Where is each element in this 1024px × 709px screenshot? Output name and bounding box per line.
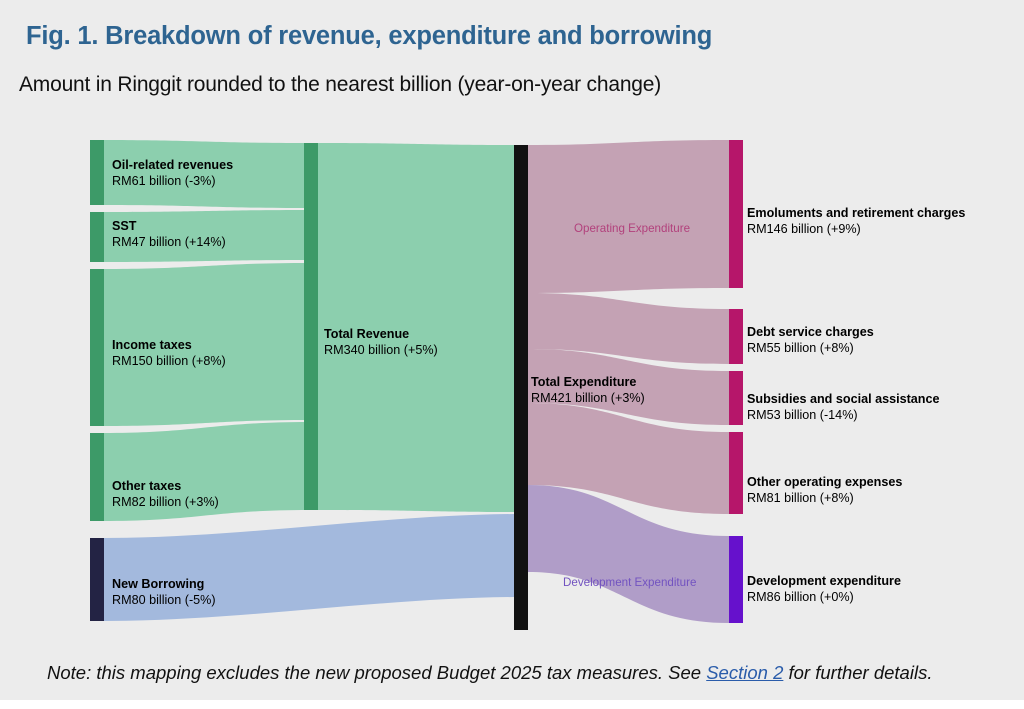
node-sst[interactable] (90, 212, 104, 262)
link-total-expenditure-to-other-operating (528, 403, 729, 514)
node-subsidies[interactable] (729, 371, 743, 425)
sankey-svg (90, 140, 743, 630)
link-income-taxes-to-total-revenue (104, 263, 310, 426)
link-oil-to-total-revenue (104, 140, 310, 208)
section-2-link[interactable]: Section 2 (706, 662, 784, 683)
node-debt-service-charges[interactable] (729, 309, 743, 364)
node-other-operating[interactable] (729, 432, 743, 514)
node-development[interactable] (729, 536, 743, 623)
sankey-links (104, 140, 729, 623)
link-total-expenditure-to-development (528, 485, 729, 623)
node-oil-related-revenues[interactable] (90, 140, 104, 205)
link-total-expenditure-to-debt-service (528, 293, 729, 364)
note-text-after: for further details. (783, 662, 933, 683)
figure-note: Note: this mapping excludes the new prop… (47, 662, 932, 684)
node-income-taxes[interactable] (90, 269, 104, 426)
page-title: Fig. 1. Breakdown of revenue, expenditur… (26, 22, 713, 50)
sankey-nodes (90, 140, 743, 630)
node-emoluments[interactable] (729, 140, 743, 288)
link-sst-to-total-revenue (104, 210, 310, 262)
link-total-expenditure-to-subsidies (528, 349, 729, 425)
link-total-revenue-to-total-expenditure (318, 143, 520, 512)
node-new-borrowing[interactable] (90, 538, 104, 621)
note-text-before: Note: this mapping excludes the new prop… (47, 662, 707, 683)
link-total-expenditure-to-emoluments (528, 140, 729, 293)
node-other-taxes[interactable] (90, 433, 104, 521)
page-subtitle: Amount in Ringgit rounded to the nearest… (19, 73, 662, 96)
node-total-expenditure[interactable] (514, 145, 528, 630)
node-total-revenue[interactable] (304, 143, 318, 510)
bottom-strip (0, 700, 1024, 709)
link-new-borrowing-to-total-expenditure (104, 514, 520, 621)
link-other-taxes-to-total-revenue (104, 422, 310, 521)
sankey-diagram: Oil-related revenues RM61 billion (-3%) … (0, 126, 1024, 646)
